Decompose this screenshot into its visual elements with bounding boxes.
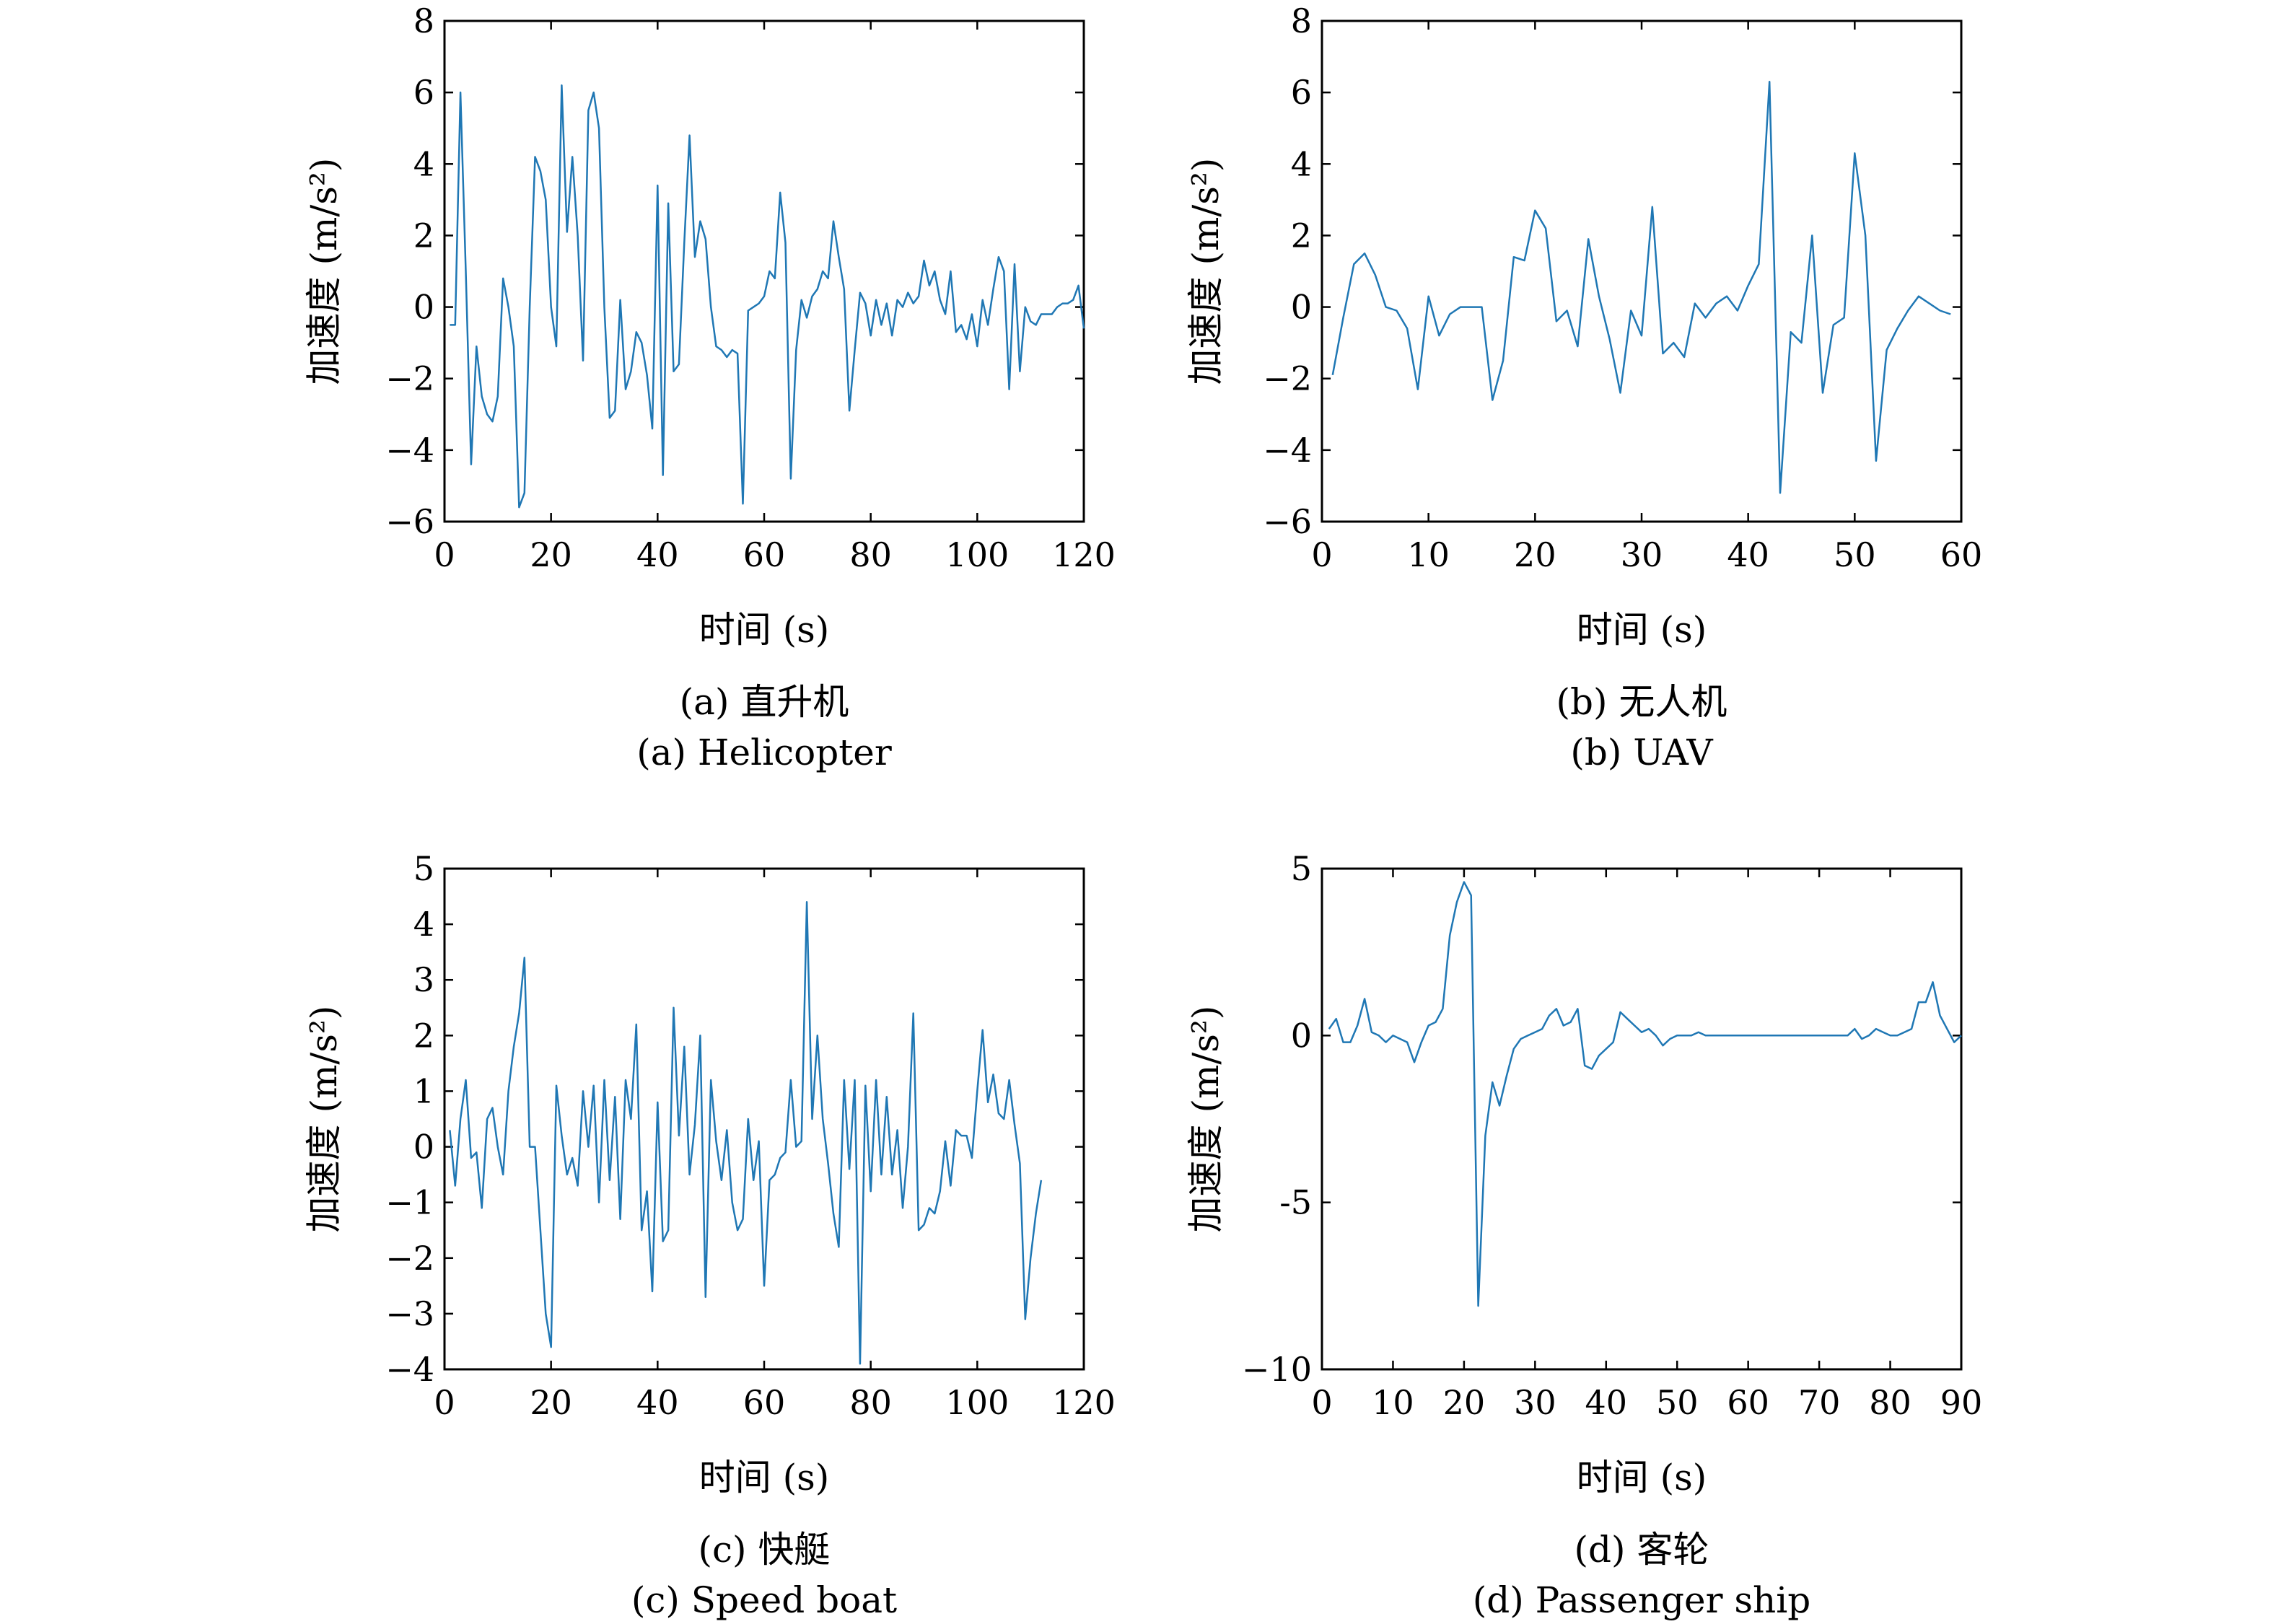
x-tick-label: 40 xyxy=(636,535,679,574)
x-tick-label: 60 xyxy=(1940,535,1983,574)
x-tick-label: 0 xyxy=(434,1383,455,1422)
y-axis-label: 加速度 (m/s²) xyxy=(303,158,345,385)
axis-ticks: 0 20 40 60 80 100 120 −6 −4 −2 0 2 4 6 8 xyxy=(385,1,1116,574)
y-tick-label: −2 xyxy=(385,359,434,398)
x-tick-label: 40 xyxy=(636,1383,679,1422)
caption-english: (d) Passenger ship xyxy=(1473,1579,1810,1621)
y-axis-label: 加速度 (m/s²) xyxy=(1185,1006,1227,1233)
subplot-helicopter: 0 20 40 60 80 100 120 −6 −4 −2 0 2 4 6 8 时间 (s) 加速度 (m… xyxy=(303,1,1116,773)
y-tick-label: 2 xyxy=(413,216,434,255)
y-tick-label: −2 xyxy=(1263,359,1312,398)
series-line xyxy=(1328,881,1962,1307)
y-tick-label: −6 xyxy=(385,502,434,541)
caption-english: (c) Speed boat xyxy=(631,1579,897,1621)
x-axis-label: 时间 (s) xyxy=(1577,1457,1707,1498)
axis-ticks: 0 10 20 30 40 50 60 −6 −4 −2 0 2 4 6 8 xyxy=(1263,1,1982,574)
x-tick-label: 80 xyxy=(849,535,892,574)
axis-ticks: 0 10 20 30 40 50 60 70 80 90 −10 -5 0 5 xyxy=(1242,849,1982,1422)
x-tick-label: 20 xyxy=(530,535,572,574)
x-axis-label: 时间 (s) xyxy=(699,609,830,651)
x-tick-label: 100 xyxy=(945,1383,1009,1422)
x-axis-label: 时间 (s) xyxy=(1577,609,1707,651)
y-tick-label: −1 xyxy=(385,1183,434,1222)
y-axis-label: 加速度 (m/s²) xyxy=(303,1006,345,1233)
y-tick-label: 0 xyxy=(1291,1016,1312,1055)
y-tick-label: −6 xyxy=(1263,502,1312,541)
series-line xyxy=(449,901,1043,1365)
y-tick-label: 0 xyxy=(413,1128,434,1167)
x-tick-label: 0 xyxy=(434,535,455,574)
series-line xyxy=(1331,81,1951,494)
plot-frame xyxy=(1321,19,1963,523)
x-tick-label: 40 xyxy=(1727,535,1769,574)
x-tick-label: 90 xyxy=(1940,1383,1983,1422)
x-axis-label: 时间 (s) xyxy=(699,1457,830,1498)
y-tick-label: 8 xyxy=(1291,1,1312,40)
caption-english: (b) UAV xyxy=(1570,732,1713,773)
y-tick-label: 4 xyxy=(413,905,434,944)
plot-frame xyxy=(443,867,1085,1371)
x-tick-label: 20 xyxy=(1514,535,1556,574)
y-tick-label: −3 xyxy=(385,1294,434,1333)
x-tick-label: 60 xyxy=(1727,1383,1769,1422)
caption-chinese: (a) 直升机 xyxy=(680,681,849,723)
caption-chinese: (d) 客轮 xyxy=(1575,1529,1709,1571)
y-axis-label: 加速度 (m/s²) xyxy=(1185,158,1227,385)
y-tick-label: 0 xyxy=(413,288,434,327)
caption-chinese: (b) 无人机 xyxy=(1556,681,1727,723)
y-tick-label: 8 xyxy=(413,1,434,40)
y-tick-label: −2 xyxy=(385,1239,434,1278)
y-tick-label: 3 xyxy=(413,960,434,999)
x-tick-label: 10 xyxy=(1407,535,1450,574)
y-tick-label: −4 xyxy=(1263,431,1312,470)
x-tick-label: 80 xyxy=(1869,1383,1911,1422)
x-tick-label: 0 xyxy=(1311,535,1332,574)
plot-frame xyxy=(443,19,1085,523)
x-tick-label: 40 xyxy=(1585,1383,1628,1422)
x-tick-label: 0 xyxy=(1311,1383,1332,1422)
y-tick-label: 5 xyxy=(413,849,434,888)
x-tick-label: 50 xyxy=(1834,535,1876,574)
caption-english: (a) Helicopter xyxy=(636,732,892,773)
x-tick-label: 80 xyxy=(849,1383,892,1422)
caption-chinese: (c) 快艇 xyxy=(698,1529,831,1571)
x-tick-label: 100 xyxy=(945,535,1009,574)
plot-frame xyxy=(1321,867,1963,1371)
axis-ticks: 0 20 40 60 80 100 120 −4 −3 −2 −1 0 1 2 3 4 5 xyxy=(385,849,1116,1422)
y-tick-label: −10 xyxy=(1242,1350,1312,1389)
x-tick-label: 30 xyxy=(1621,535,1663,574)
y-tick-label: 4 xyxy=(1291,144,1312,183)
x-tick-label: 10 xyxy=(1372,1383,1414,1422)
x-tick-label: 120 xyxy=(1052,535,1116,574)
subplot-uav: 0 10 20 30 40 50 60 −6 −4 −2 0 2 4 6 8 时间 (s) 加速度 (m/s… xyxy=(1185,1,1982,773)
y-tick-label: -5 xyxy=(1279,1183,1312,1222)
y-tick-label: −4 xyxy=(385,1350,434,1389)
x-tick-label: 50 xyxy=(1656,1383,1699,1422)
y-tick-label: 6 xyxy=(413,73,434,112)
x-tick-label: 30 xyxy=(1514,1383,1556,1422)
y-tick-label: 0 xyxy=(1291,288,1312,327)
x-tick-label: 20 xyxy=(1443,1383,1486,1422)
y-tick-label: 4 xyxy=(413,144,434,183)
y-tick-label: −4 xyxy=(385,431,434,470)
series-line xyxy=(450,84,1085,509)
y-tick-label: 6 xyxy=(1291,73,1312,112)
y-tick-label: 2 xyxy=(1291,216,1312,255)
subplot-speed-boat: 0 20 40 60 80 100 120 −4 −3 −2 −1 0 1 2 3 4 5 时间 (s) 加速度… xyxy=(303,849,1116,1621)
y-tick-label: 1 xyxy=(413,1071,434,1110)
x-tick-label: 20 xyxy=(530,1383,572,1422)
x-tick-label: 120 xyxy=(1052,1383,1116,1422)
y-tick-label: 2 xyxy=(413,1016,434,1055)
subplot-passenger-ship: 0 10 20 30 40 50 60 70 80 90 −10 -5 0 5 时间 (s) 加速度 (m… xyxy=(1185,849,1982,1621)
y-tick-label: 5 xyxy=(1291,849,1312,888)
x-tick-label: 60 xyxy=(743,535,786,574)
x-tick-label: 60 xyxy=(743,1383,786,1422)
x-tick-label: 70 xyxy=(1798,1383,1841,1422)
